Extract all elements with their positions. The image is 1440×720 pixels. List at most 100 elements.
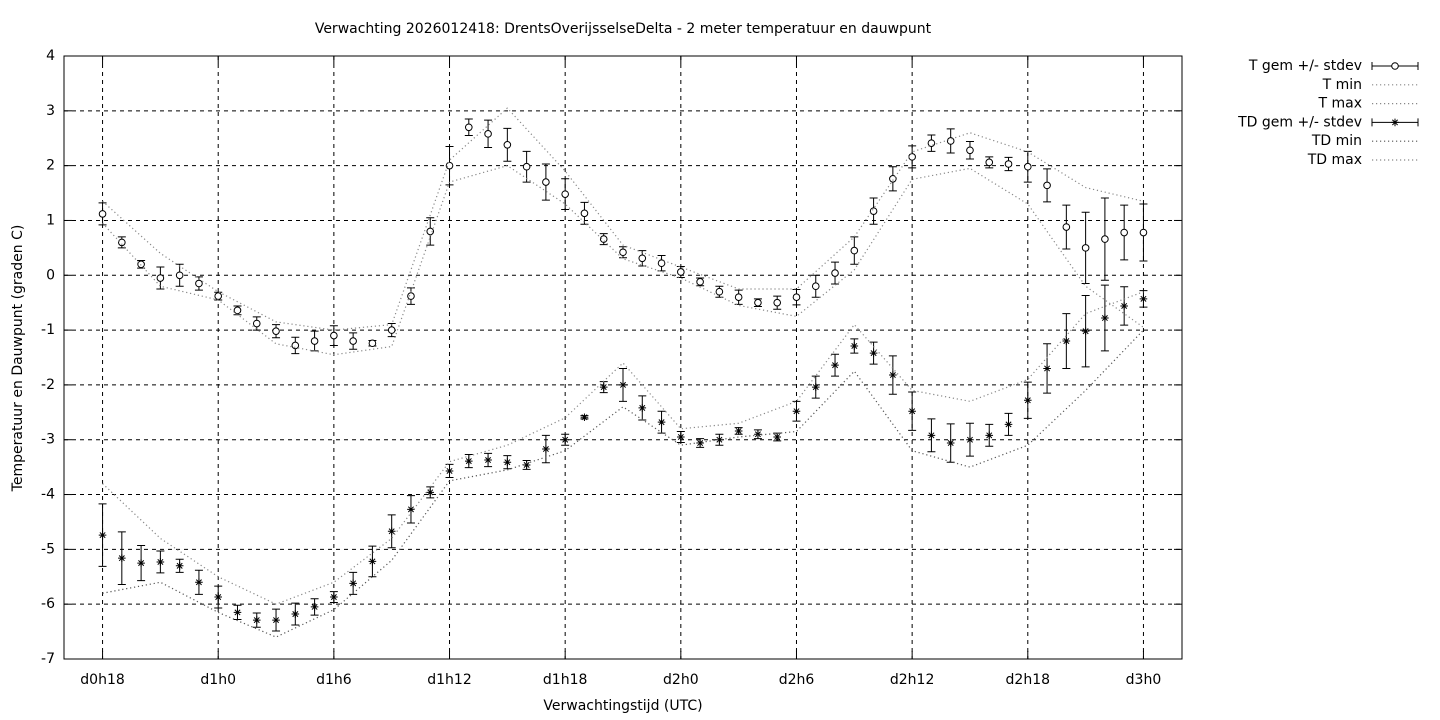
marker — [850, 246, 859, 255]
legend-marker — [1391, 118, 1399, 127]
marker — [889, 371, 897, 379]
min-max-line — [102, 107, 1144, 331]
marker — [638, 254, 647, 263]
x-tick-label: d1h12 — [427, 672, 471, 688]
marker — [985, 431, 994, 440]
legend-marker — [1391, 62, 1399, 70]
marker — [445, 467, 454, 475]
marker — [368, 339, 377, 348]
marker — [773, 433, 782, 441]
marker — [811, 383, 820, 391]
marker — [156, 274, 165, 282]
marker — [1120, 228, 1128, 237]
marker — [426, 227, 435, 236]
marker — [195, 279, 203, 288]
marker — [792, 293, 801, 302]
chart-title: Verwachting 2026012418: DrentsOverijssel… — [315, 21, 932, 37]
marker — [118, 554, 126, 562]
x-tick-label: d3h0 — [1126, 672, 1162, 688]
marker — [619, 381, 627, 389]
marker — [522, 461, 531, 469]
marker — [310, 603, 319, 611]
x-tick-label: d1h0 — [200, 672, 236, 688]
marker — [484, 130, 492, 138]
marker — [1043, 364, 1051, 373]
marker — [98, 531, 107, 539]
marker — [137, 559, 145, 567]
marker — [985, 158, 994, 167]
marker — [638, 404, 647, 412]
marker — [426, 488, 435, 497]
marker — [1004, 420, 1013, 429]
marker — [137, 260, 145, 269]
y-tick-label: -3 — [41, 432, 55, 448]
marker — [889, 174, 897, 183]
marker — [542, 178, 550, 186]
x-tick-label: d2h18 — [1006, 672, 1050, 688]
marker — [599, 235, 608, 243]
y-tick-label: -5 — [41, 541, 55, 557]
marker — [214, 292, 223, 300]
marker — [696, 439, 704, 447]
marker — [580, 413, 589, 422]
marker — [946, 137, 955, 145]
marker — [715, 287, 724, 296]
marker — [118, 238, 126, 247]
marker — [330, 331, 338, 340]
y-tick-label: -1 — [41, 322, 55, 338]
y-tick-label: -4 — [41, 487, 55, 503]
marker — [407, 292, 415, 300]
marker — [657, 259, 666, 268]
marker — [464, 457, 473, 465]
marker — [291, 341, 300, 350]
marker — [1139, 228, 1148, 237]
legend-label: TD max — [1307, 152, 1362, 168]
x-tick-label: d2h6 — [779, 672, 815, 688]
y-tick-label: 0 — [46, 267, 55, 283]
marker — [966, 435, 974, 444]
legend-label: T gem +/- stdev — [1248, 58, 1362, 74]
marker — [869, 349, 878, 357]
marker — [657, 418, 666, 426]
legend-label: T min — [1322, 77, 1362, 93]
marker — [368, 557, 377, 566]
marker — [715, 435, 724, 444]
x-tick-label: d1h6 — [316, 672, 352, 688]
marker — [252, 616, 261, 624]
marker — [310, 337, 319, 345]
marker — [542, 445, 550, 453]
min-max-line — [102, 291, 1144, 605]
marker — [214, 593, 223, 601]
marker — [927, 431, 936, 440]
marker — [175, 562, 184, 570]
y-tick-label: 3 — [46, 103, 55, 119]
marker — [580, 209, 589, 218]
marker — [677, 433, 685, 441]
marker — [1004, 160, 1013, 168]
marker — [831, 269, 839, 277]
x-tick-label: d2h0 — [663, 672, 699, 688]
marker — [677, 268, 685, 276]
marker — [522, 162, 531, 171]
marker — [1101, 314, 1109, 322]
marker — [1101, 235, 1109, 243]
marker — [869, 207, 878, 215]
legend-label: T max — [1317, 96, 1362, 112]
marker — [734, 293, 743, 302]
marker — [98, 210, 107, 218]
marker — [1062, 337, 1071, 345]
y-tick-label: 2 — [46, 158, 55, 174]
legend-label: TD gem +/- stdev — [1237, 114, 1362, 130]
marker — [291, 610, 300, 618]
plot-border — [63, 55, 1183, 660]
marker — [349, 337, 357, 345]
x-tick-label: d1h18 — [543, 672, 587, 688]
marker — [908, 153, 916, 161]
marker — [233, 608, 242, 617]
marker — [599, 383, 608, 391]
marker — [272, 616, 280, 624]
marker — [1120, 302, 1128, 310]
marker — [1081, 327, 1090, 335]
